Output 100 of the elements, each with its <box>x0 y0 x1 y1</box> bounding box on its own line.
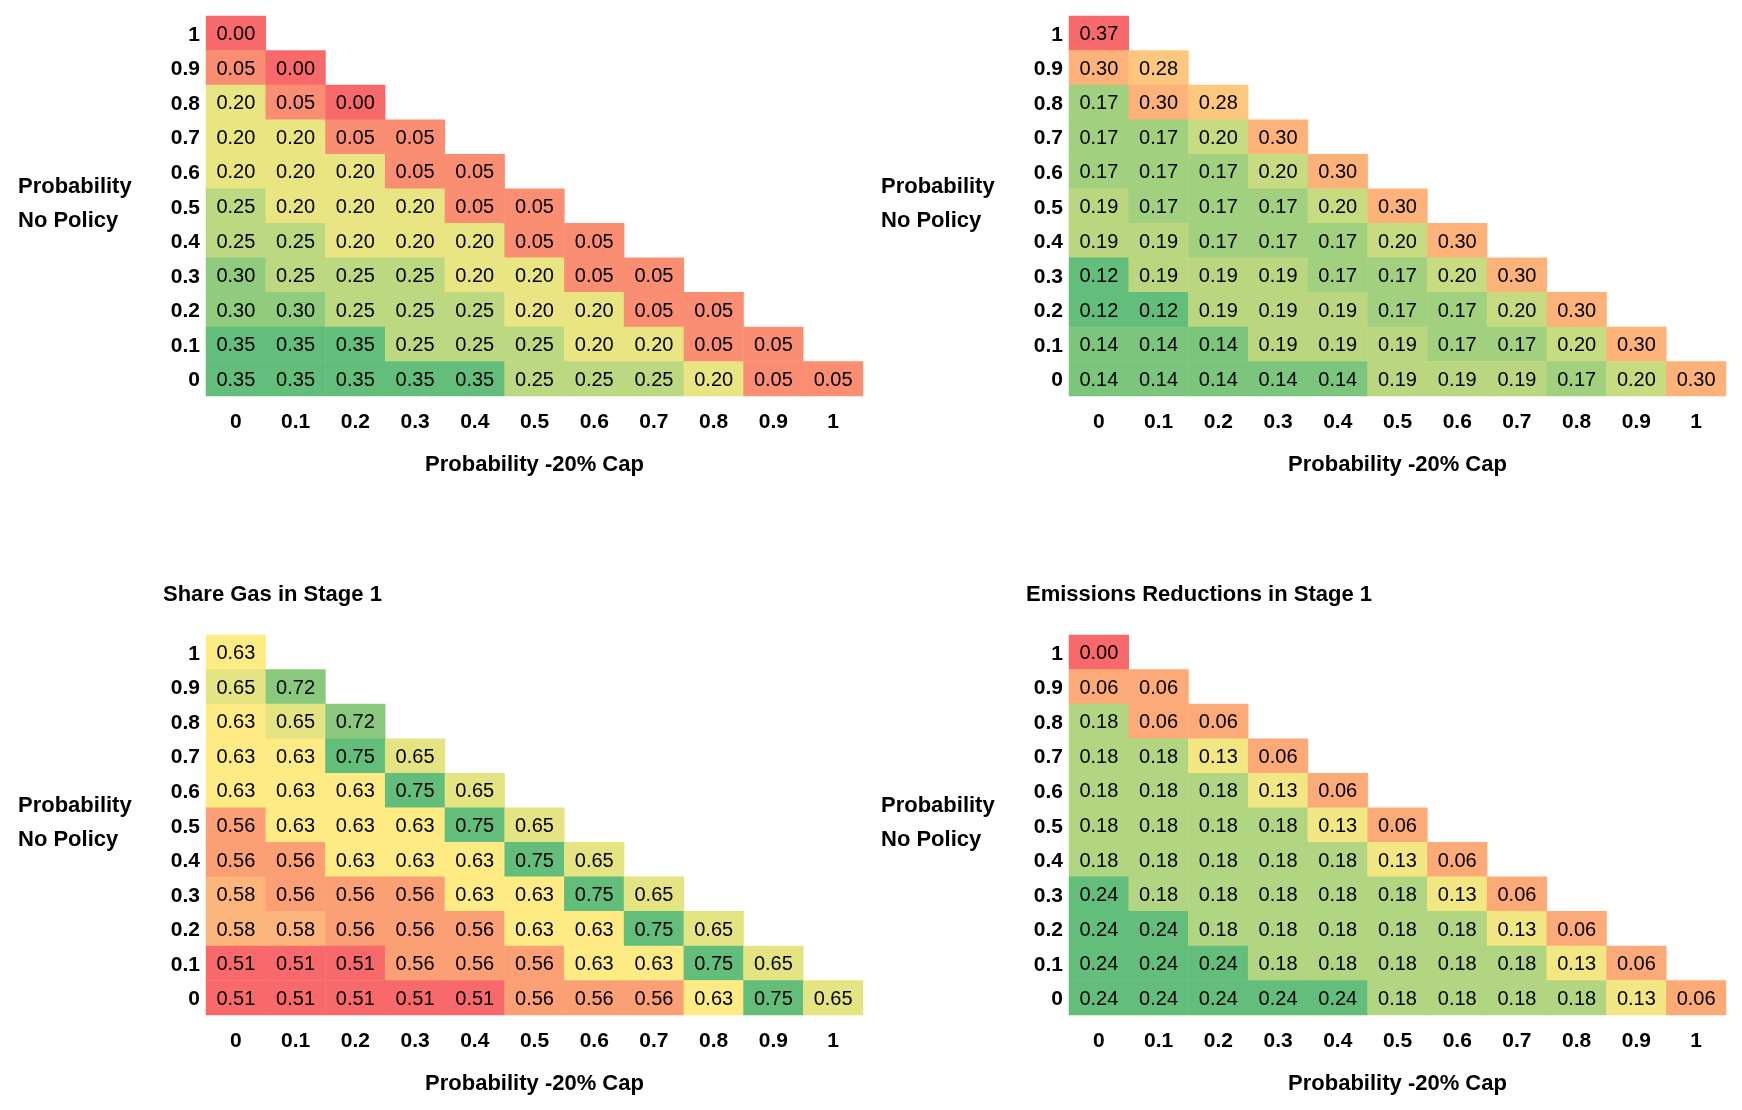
data-label: 0.63 <box>335 814 375 836</box>
data-label: 0.05 <box>694 333 734 356</box>
data-label: 0.51 <box>276 986 316 1009</box>
x-axis-title: Probability -20% Cap <box>1288 450 1507 476</box>
data-label: 0.20 <box>395 195 435 217</box>
data-label: 0.18 <box>1258 814 1298 836</box>
y-tick-label: 0.4 <box>170 848 201 872</box>
data-label: 0.13 <box>1437 883 1477 906</box>
data-label: 0.20 <box>276 195 316 217</box>
y-tick-label: 0.4 <box>1033 229 1064 253</box>
data-label: 0.75 <box>694 952 734 975</box>
data-label: 0.06 <box>1497 883 1537 906</box>
x-tick-label: 0.6 <box>579 1028 609 1051</box>
data-label: 0.05 <box>335 125 375 148</box>
data-label: 0.17 <box>1198 160 1238 183</box>
data-label: 0.25 <box>574 367 614 390</box>
y-tick-label: 0.1 <box>170 332 201 356</box>
data-label: 0.25 <box>335 298 375 321</box>
data-label: 0.17 <box>1437 298 1477 321</box>
data-label: 0.63 <box>515 883 554 906</box>
data-label: 0.56 <box>276 883 316 906</box>
data-label: 0.51 <box>395 986 435 1009</box>
data-label: 0.05 <box>574 264 614 287</box>
x-axis-title: Probability -20% Cap <box>425 450 644 476</box>
x-tick-label: 0.7 <box>1502 409 1532 432</box>
x-tick-label: 0.2 <box>340 409 370 432</box>
data-label: 0.56 <box>216 814 256 836</box>
data-label: 0.18 <box>1437 917 1477 940</box>
y-tick-label: 0.9 <box>170 56 200 80</box>
data-label: 0.65 <box>395 744 435 767</box>
data-label: 0.51 <box>216 952 256 975</box>
x-tick-label: 0.1 <box>1143 409 1174 432</box>
data-label: 0.20 <box>634 333 674 356</box>
data-label: 0.05 <box>813 367 853 390</box>
data-label: 0.63 <box>216 710 256 733</box>
data-label: 0.30 <box>1437 229 1477 252</box>
x-tick-label: 0.9 <box>1621 1028 1652 1051</box>
data-label: 0.65 <box>455 779 495 802</box>
data-label: 0.05 <box>694 298 734 321</box>
data-label: 0.63 <box>515 917 554 940</box>
data-label: 0.17 <box>1258 195 1298 217</box>
x-tick-label: 0 <box>230 1028 242 1051</box>
data-label: 0.56 <box>574 986 614 1009</box>
y-tick-label: 0.2 <box>170 298 200 322</box>
data-label: 0.24 <box>1079 883 1119 906</box>
data-label: 0.65 <box>694 917 734 940</box>
data-label: 0.75 <box>515 848 554 871</box>
data-label: 0.18 <box>1318 952 1358 975</box>
y-tick-label: 0.9 <box>1033 56 1063 80</box>
data-label: 0.20 <box>335 195 375 217</box>
x-tick-label: 0.8 <box>699 1028 729 1051</box>
data-label: 0.06 <box>1139 675 1179 698</box>
data-label: 0.18 <box>1198 917 1238 940</box>
data-label: 0.56 <box>515 986 554 1009</box>
data-label: 0.24 <box>1318 986 1358 1009</box>
data-label: 0.20 <box>395 229 435 252</box>
data-label: 0.25 <box>276 264 316 287</box>
data-label: 0.19 <box>1378 333 1417 356</box>
y-tick-label: 0.9 <box>1033 675 1063 699</box>
x-tick-label: 0.3 <box>400 1028 430 1051</box>
data-label: 0.65 <box>515 814 554 836</box>
data-label: 0.30 <box>1557 298 1597 321</box>
data-label: 0.18 <box>1139 848 1179 871</box>
data-label: 0.00 <box>216 22 256 45</box>
data-label: 0.63 <box>276 814 316 836</box>
data-label: 0.25 <box>276 229 316 252</box>
data-label: 0.20 <box>515 298 554 321</box>
data-label: 0.63 <box>395 848 435 871</box>
x-tick-label: 0.1 <box>280 1028 311 1051</box>
data-label: 0.20 <box>1616 367 1656 390</box>
chart-title: Emissions Reductions in Stage 1 <box>1026 580 1372 606</box>
data-label: 0.63 <box>216 744 256 767</box>
y-tick-label: 0.7 <box>1033 744 1063 768</box>
data-label: 0.17 <box>1437 333 1477 356</box>
x-tick-label: 0.4 <box>460 1028 490 1051</box>
x-tick-label: 0.6 <box>1442 1028 1472 1051</box>
data-label: 0.18 <box>1079 779 1119 802</box>
data-label: 0.75 <box>634 917 674 940</box>
data-label: 0.00 <box>276 56 316 79</box>
x-tick-label: 0 <box>230 409 242 432</box>
data-label: 0.13 <box>1557 952 1597 975</box>
y-tick-label: 0 <box>188 367 200 391</box>
y-tick-label: 0.7 <box>170 125 200 149</box>
data-label: 0.56 <box>335 883 375 906</box>
data-label: 0.75 <box>574 883 614 906</box>
data-label: 0.14 <box>1079 333 1119 356</box>
data-label: 0.65 <box>276 710 316 733</box>
data-label: 0.20 <box>574 298 614 321</box>
data-label: 0.19 <box>1198 298 1238 321</box>
data-label: 0.20 <box>276 125 316 148</box>
x-tick-label: 0.3 <box>1263 409 1293 432</box>
y-tick-label: 0.7 <box>1033 125 1063 149</box>
chart-title: Share Gas in Stage 1 <box>163 580 382 606</box>
y-tick-label: 0.2 <box>1033 298 1063 322</box>
data-label: 0.00 <box>1079 641 1119 664</box>
data-label: 0.20 <box>1557 333 1597 356</box>
data-label: 0.24 <box>1198 952 1238 975</box>
data-label: 0.19 <box>1318 298 1358 321</box>
data-label: 0.56 <box>216 848 256 871</box>
data-label: 0.63 <box>216 779 256 802</box>
